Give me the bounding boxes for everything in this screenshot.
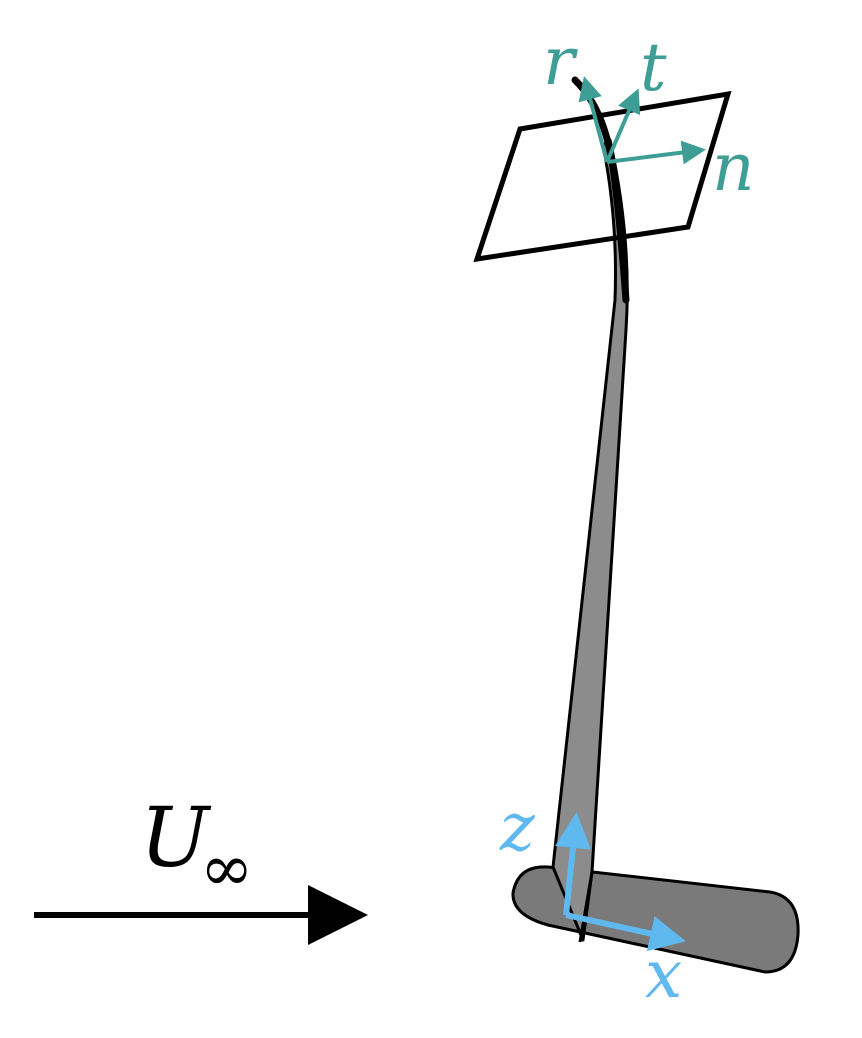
freestream-subscript: ∞ [200, 832, 253, 906]
freestream-symbol: U [140, 791, 212, 886]
z-axis-label: z [499, 789, 536, 866]
flexible-fin [551, 138, 629, 942]
n-axis-label: n [712, 129, 755, 206]
x-axis-arrow [565, 912, 686, 952]
x-axis-label: x [645, 936, 682, 1013]
global-axes: z x [499, 789, 686, 1013]
r-axis-label: r [543, 23, 578, 100]
z-axis-arrow [555, 812, 591, 916]
r-axis-arrow [578, 76, 609, 163]
t-axis-label: t [640, 29, 667, 106]
n-axis-arrow [606, 140, 706, 165]
t-axis-arrow [605, 88, 641, 163]
cross-section-plane [473, 90, 732, 263]
fin-root-line [578, 871, 594, 943]
local-axes: r t n [543, 23, 755, 206]
